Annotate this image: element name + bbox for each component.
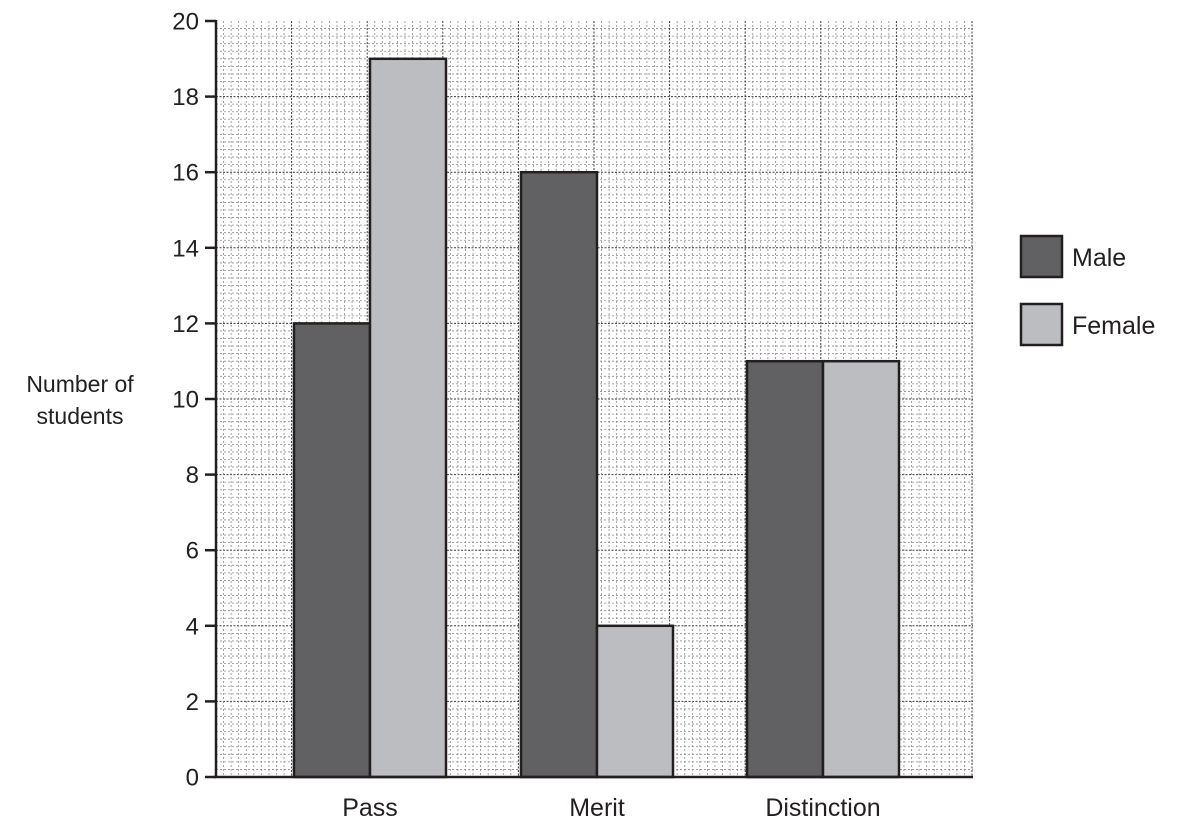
legend-label-male: Male [1072, 244, 1126, 272]
y-tick-label: 4 [186, 613, 199, 640]
bar-pass-male [292, 322, 372, 779]
y-tick-label: 10 [172, 387, 199, 414]
legend: Male Female [1019, 234, 1155, 347]
bars [292, 57, 901, 779]
y-tick-label: 14 [172, 235, 199, 262]
x-category-label: Pass [342, 794, 398, 822]
legend-swatch-female [1019, 302, 1064, 347]
y-tick-label: 18 [172, 84, 199, 111]
y-tick-label: 8 [186, 462, 199, 489]
bar-distinction-female [821, 359, 901, 779]
bar-distinction-male [745, 359, 825, 779]
x-category-label: Distinction [765, 794, 880, 822]
legend-label-female: Female [1072, 312, 1155, 340]
y-tick-label: 12 [172, 311, 199, 338]
bar-pass-female [368, 57, 448, 779]
y-tick-label: 6 [186, 538, 199, 565]
y-axis-label-line-2: students [37, 403, 124, 429]
legend-swatch-male [1019, 234, 1064, 279]
y-axis-label-line-1: Number of [26, 371, 134, 397]
y-tick-label: 20 [172, 9, 199, 36]
y-tick-label: 2 [186, 689, 199, 716]
bar-merit-female [595, 624, 675, 779]
x-category-labels: Pass Merit Distinction [342, 794, 880, 822]
bar-merit-male [519, 170, 599, 779]
y-tick-label: 16 [172, 160, 199, 187]
y-tick-label: 0 [186, 765, 199, 792]
x-category-label: Merit [569, 794, 625, 822]
y-axis-label: Number of students [26, 371, 134, 429]
y-ticks: 0 2 4 6 8 10 12 14 16 18 20 [172, 9, 216, 792]
